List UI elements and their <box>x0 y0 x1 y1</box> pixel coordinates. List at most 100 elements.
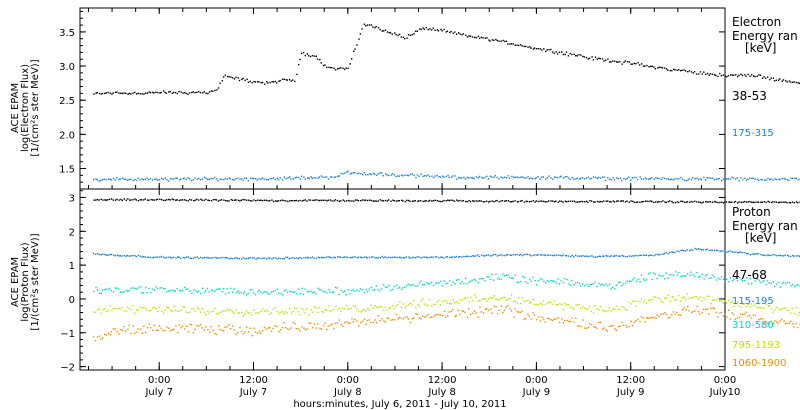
data-point <box>779 78 781 80</box>
data-point <box>583 307 586 309</box>
legend-proton-1060-1900: 1060-1900 <box>732 358 787 369</box>
data-point <box>733 305 735 308</box>
data-point <box>422 200 424 203</box>
data-point <box>397 287 399 289</box>
data-point <box>619 61 621 63</box>
data-point <box>368 319 371 321</box>
data-point <box>615 255 617 257</box>
data-point <box>121 291 124 293</box>
data-point <box>616 305 618 307</box>
data-point <box>331 310 333 312</box>
data-point <box>513 176 515 178</box>
data-point <box>210 289 213 291</box>
data-point <box>347 289 350 291</box>
data-point <box>642 178 645 180</box>
data-point <box>290 312 293 314</box>
data-point <box>729 301 732 304</box>
data-point <box>767 200 769 203</box>
data-point <box>769 78 771 81</box>
data-point <box>370 304 372 307</box>
data-point <box>694 200 696 202</box>
data-point <box>393 307 396 310</box>
data-point <box>101 92 104 95</box>
data-point <box>205 314 207 316</box>
data-point <box>190 179 193 182</box>
data-point <box>205 177 207 179</box>
data-point <box>308 314 310 316</box>
data-point <box>313 177 315 179</box>
data-point <box>557 201 559 203</box>
proton-ylabel-line1: ACE EPAM <box>10 257 21 307</box>
data-point <box>141 292 143 294</box>
data-point <box>550 177 552 179</box>
data-point <box>253 309 255 311</box>
data-point <box>584 201 586 203</box>
data-point <box>690 249 692 251</box>
data-point <box>644 299 646 301</box>
data-point <box>178 289 181 292</box>
data-point <box>646 317 648 319</box>
data-point <box>151 307 154 309</box>
data-point <box>398 33 401 36</box>
data-point <box>352 305 355 307</box>
data-point <box>139 199 141 201</box>
data-point <box>125 330 127 332</box>
data-point <box>539 200 541 202</box>
data-point <box>472 177 474 179</box>
data-point <box>452 32 454 34</box>
data-point <box>160 177 163 180</box>
data-point <box>155 199 158 201</box>
data-point <box>695 296 698 298</box>
data-point <box>230 309 232 311</box>
data-point <box>577 201 579 203</box>
data-point <box>752 314 754 316</box>
data-point <box>599 177 602 179</box>
data-point <box>596 256 598 258</box>
data-point <box>484 280 486 282</box>
data-point <box>662 200 664 202</box>
series-38-53 <box>93 23 800 95</box>
data-point <box>272 257 274 259</box>
data-point <box>114 199 117 201</box>
data-point <box>466 255 468 257</box>
data-point <box>660 178 662 180</box>
data-point <box>100 338 102 340</box>
data-point <box>125 92 127 95</box>
data-point <box>644 177 647 179</box>
data-point <box>498 309 500 311</box>
data-point <box>738 251 740 254</box>
data-point <box>661 67 664 69</box>
data-point <box>615 329 617 331</box>
data-point <box>194 92 196 94</box>
data-point <box>418 305 421 308</box>
data-point <box>182 306 184 308</box>
data-point <box>191 91 193 94</box>
data-point <box>402 36 405 38</box>
data-point <box>605 255 607 257</box>
data-point <box>537 176 539 178</box>
data-point <box>242 179 244 181</box>
data-point <box>496 176 498 179</box>
data-point <box>289 290 291 293</box>
data-point <box>788 179 790 182</box>
data-point <box>607 177 609 179</box>
data-point <box>535 48 538 50</box>
data-point <box>263 326 266 329</box>
data-point <box>266 258 268 260</box>
data-point <box>630 200 632 202</box>
data-point <box>722 74 724 76</box>
data-point <box>341 307 344 309</box>
data-point <box>788 255 790 257</box>
data-point <box>696 305 698 308</box>
data-point <box>530 301 532 303</box>
data-point <box>486 37 488 39</box>
data-point <box>559 176 561 178</box>
data-point <box>658 254 660 256</box>
data-point <box>512 300 515 303</box>
data-point <box>468 281 470 284</box>
data-point <box>562 177 565 179</box>
data-point <box>455 301 458 303</box>
data-point <box>271 178 273 180</box>
data-point <box>281 294 284 296</box>
data-point <box>471 299 474 302</box>
